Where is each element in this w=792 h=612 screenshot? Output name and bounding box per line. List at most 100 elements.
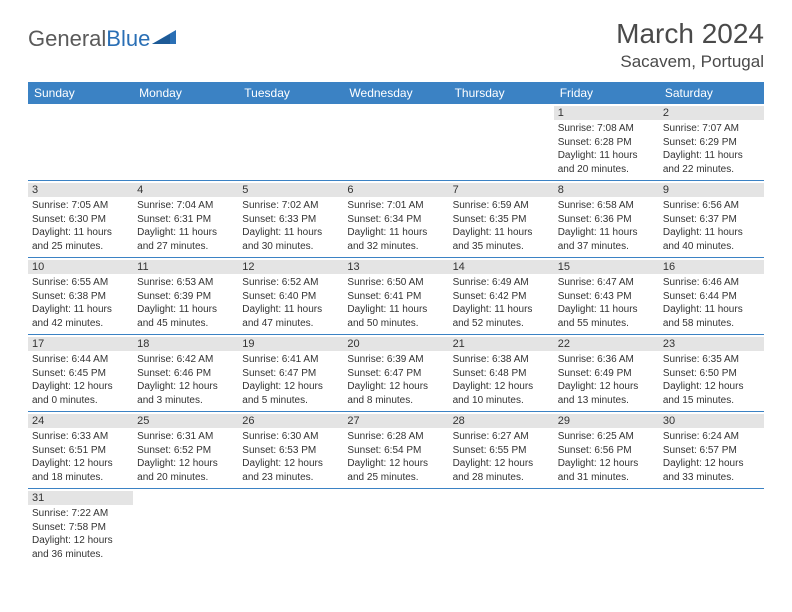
sunset-text: Sunset: 6:56 PM <box>558 444 655 458</box>
day-info: Sunrise: 7:08 AMSunset: 6:28 PMDaylight:… <box>558 122 655 176</box>
calendar-cell <box>238 104 343 181</box>
day-number: 10 <box>28 260 133 274</box>
sunrise-text: Sunrise: 6:33 AM <box>32 430 129 444</box>
sunrise-text: Sunrise: 6:55 AM <box>32 276 129 290</box>
day-number: 7 <box>449 183 554 197</box>
sunrise-text: Sunrise: 6:47 AM <box>558 276 655 290</box>
sunrise-text: Sunrise: 6:41 AM <box>242 353 339 367</box>
logo-text-general: General <box>28 26 106 52</box>
flag-icon <box>152 26 176 44</box>
sunrise-text: Sunrise: 6:36 AM <box>558 353 655 367</box>
daylight-text: Daylight: 12 hours and 13 minutes. <box>558 380 655 407</box>
sunrise-text: Sunrise: 6:59 AM <box>453 199 550 213</box>
calendar-cell: 16Sunrise: 6:46 AMSunset: 6:44 PMDayligh… <box>659 258 764 335</box>
sunrise-text: Sunrise: 6:30 AM <box>242 430 339 444</box>
sunset-text: Sunset: 6:57 PM <box>663 444 760 458</box>
daylight-text: Daylight: 11 hours and 22 minutes. <box>663 149 760 176</box>
day-info: Sunrise: 6:41 AMSunset: 6:47 PMDaylight:… <box>242 353 339 407</box>
day-info: Sunrise: 6:52 AMSunset: 6:40 PMDaylight:… <box>242 276 339 330</box>
sunset-text: Sunset: 6:34 PM <box>347 213 444 227</box>
calendar-cell: 9Sunrise: 6:56 AMSunset: 6:37 PMDaylight… <box>659 181 764 258</box>
daylight-text: Daylight: 11 hours and 47 minutes. <box>242 303 339 330</box>
sunset-text: Sunset: 6:52 PM <box>137 444 234 458</box>
sunset-text: Sunset: 6:47 PM <box>347 367 444 381</box>
day-number: 4 <box>133 183 238 197</box>
sunrise-text: Sunrise: 7:08 AM <box>558 122 655 136</box>
day-info: Sunrise: 7:07 AMSunset: 6:29 PMDaylight:… <box>663 122 760 176</box>
daylight-text: Daylight: 12 hours and 15 minutes. <box>663 380 760 407</box>
daylight-text: Daylight: 11 hours and 30 minutes. <box>242 226 339 253</box>
calendar-cell <box>133 489 238 566</box>
calendar-cell: 13 Sunrise: 6:50 AMSunset: 6:41 PMDayligh… <box>343 258 448 335</box>
calendar-cell: 30Sunrise: 6:24 AMSunset: 6:57 PMDayligh… <box>659 412 764 489</box>
calendar-week-row: 24Sunrise: 6:33 AMSunset: 6:51 PMDayligh… <box>28 412 764 489</box>
day-number: 17 <box>28 337 133 351</box>
page-header: GeneralBlue March 2024 Sacavem, Portugal <box>28 18 764 72</box>
calendar-cell <box>659 489 764 566</box>
day-info: Sunrise: 6:36 AMSunset: 6:49 PMDaylight:… <box>558 353 655 407</box>
day-info: Sunrise: 6:42 AMSunset: 6:46 PMDaylight:… <box>137 353 234 407</box>
daylight-text: Daylight: 12 hours and 25 minutes. <box>347 457 444 484</box>
location-label: Sacavem, Portugal <box>616 52 764 72</box>
calendar-cell: 26Sunrise: 6:30 AMSunset: 6:53 PMDayligh… <box>238 412 343 489</box>
calendar-body: 1 Sunrise: 7:08 AMSunset: 6:28 PMDaylight… <box>28 104 764 565</box>
sunrise-text: Sunrise: 6:46 AM <box>663 276 760 290</box>
sunrise-text: Sunrise: 6:58 AM <box>558 199 655 213</box>
calendar-cell: 10 Sunrise: 6:55 AMSunset: 6:38 PMDayligh… <box>28 258 133 335</box>
day-header: Tuesday <box>238 82 343 104</box>
sunset-text: Sunset: 6:35 PM <box>453 213 550 227</box>
calendar-week-row: 17 Sunrise: 6:44 AMSunset: 6:45 PMDayligh… <box>28 335 764 412</box>
calendar-cell: 15 Sunrise: 6:47 AMSunset: 6:43 PMDayligh… <box>554 258 659 335</box>
sunset-text: Sunset: 6:51 PM <box>32 444 129 458</box>
day-info: Sunrise: 6:28 AMSunset: 6:54 PMDaylight:… <box>347 430 444 484</box>
daylight-text: Daylight: 11 hours and 50 minutes. <box>347 303 444 330</box>
sunset-text: Sunset: 6:46 PM <box>137 367 234 381</box>
sunset-text: Sunset: 6:36 PM <box>558 213 655 227</box>
day-info: Sunrise: 6:39 AMSunset: 6:47 PMDaylight:… <box>347 353 444 407</box>
day-info: Sunrise: 6:50 AMSunset: 6:41 PMDaylight:… <box>347 276 444 330</box>
title-block: March 2024 Sacavem, Portugal <box>616 18 764 72</box>
day-info: Sunrise: 6:24 AMSunset: 6:57 PMDaylight:… <box>663 430 760 484</box>
sunset-text: Sunset: 6:54 PM <box>347 444 444 458</box>
daylight-text: Daylight: 11 hours and 58 minutes. <box>663 303 760 330</box>
day-number: 22 <box>554 337 659 351</box>
day-header: Thursday <box>449 82 554 104</box>
day-number: 2 <box>659 106 764 120</box>
calendar-cell: 28Sunrise: 6:27 AMSunset: 6:55 PMDayligh… <box>449 412 554 489</box>
sunrise-text: Sunrise: 6:35 AM <box>663 353 760 367</box>
day-number: 15 <box>554 260 659 274</box>
daylight-text: Daylight: 12 hours and 0 minutes. <box>32 380 129 407</box>
sunrise-text: Sunrise: 6:28 AM <box>347 430 444 444</box>
calendar-cell: 27 Sunrise: 6:28 AMSunset: 6:54 PMDayligh… <box>343 412 448 489</box>
calendar-week-row: 1 Sunrise: 7:08 AMSunset: 6:28 PMDaylight… <box>28 104 764 181</box>
day-number: 11 <box>133 260 238 274</box>
sunset-text: Sunset: 6:44 PM <box>663 290 760 304</box>
day-info: Sunrise: 6:47 AMSunset: 6:43 PMDaylight:… <box>558 276 655 330</box>
day-number: 3 <box>28 183 133 197</box>
calendar-cell: 7 Sunrise: 6:59 AMSunset: 6:35 PMDaylight… <box>449 181 554 258</box>
day-number: 27 <box>343 414 448 428</box>
day-number: 13 <box>343 260 448 274</box>
sunrise-text: Sunrise: 6:25 AM <box>558 430 655 444</box>
calendar-cell <box>28 104 133 181</box>
daylight-text: Daylight: 11 hours and 27 minutes. <box>137 226 234 253</box>
day-header: Monday <box>133 82 238 104</box>
calendar-cell: 3Sunrise: 7:05 AMSunset: 6:30 PMDaylight… <box>28 181 133 258</box>
sunset-text: Sunset: 6:38 PM <box>32 290 129 304</box>
daylight-text: Daylight: 12 hours and 23 minutes. <box>242 457 339 484</box>
daylight-text: Daylight: 11 hours and 42 minutes. <box>32 303 129 330</box>
day-info: Sunrise: 6:30 AMSunset: 6:53 PMDaylight:… <box>242 430 339 484</box>
day-info: Sunrise: 6:44 AMSunset: 6:45 PMDaylight:… <box>32 353 129 407</box>
daylight-text: Daylight: 12 hours and 28 minutes. <box>453 457 550 484</box>
calendar-cell: 19Sunrise: 6:41 AMSunset: 6:47 PMDayligh… <box>238 335 343 412</box>
sunrise-text: Sunrise: 6:44 AM <box>32 353 129 367</box>
sunset-text: Sunset: 6:33 PM <box>242 213 339 227</box>
calendar-cell: 6Sunrise: 7:01 AMSunset: 6:34 PMDaylight… <box>343 181 448 258</box>
calendar-week-row: 10Sunrise: 6:55 AMSunset: 6:38 PMDayligh… <box>28 258 764 335</box>
sunrise-text: Sunrise: 6:50 AM <box>347 276 444 290</box>
calendar-cell: 17 Sunrise: 6:44 AMSunset: 6:45 PMDayligh… <box>28 335 133 412</box>
calendar-cell: 8Sunrise: 6:58 AMSunset: 6:36 PMDaylight… <box>554 181 659 258</box>
day-number: 1 <box>554 106 659 120</box>
daylight-text: Daylight: 12 hours and 36 minutes. <box>32 534 129 561</box>
daylight-text: Daylight: 11 hours and 35 minutes. <box>453 226 550 253</box>
